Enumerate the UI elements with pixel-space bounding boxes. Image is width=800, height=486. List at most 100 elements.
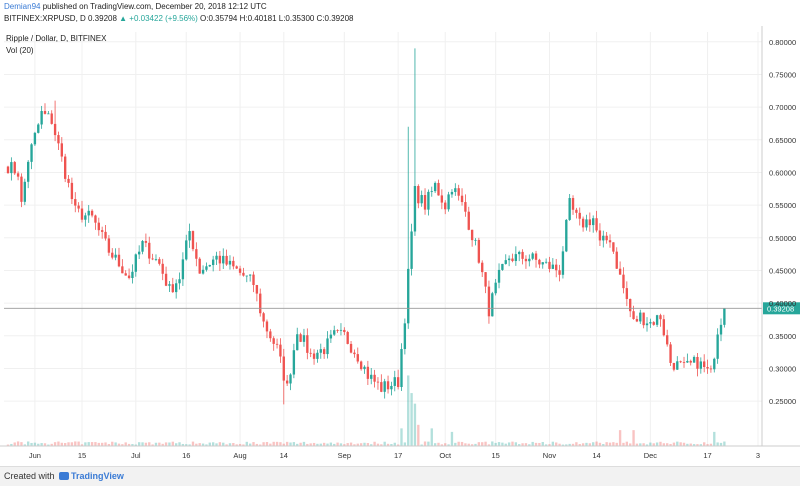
volume-bar [366, 443, 370, 446]
volume-bar [87, 442, 90, 446]
candle-body [336, 330, 339, 331]
candle-body [137, 251, 141, 255]
volume-bar [30, 442, 33, 446]
candle-body [706, 367, 709, 369]
candle-body [460, 195, 464, 203]
volume-bar [645, 444, 649, 446]
candle-body [312, 353, 316, 359]
volume-bar [652, 443, 655, 446]
candle-body [262, 313, 265, 322]
price-chart[interactable]: 0.39208 0.25000 0.30000 0.35000 0.40000 0.45… [0, 26, 800, 466]
candle-body [588, 219, 592, 226]
volume-bar [40, 443, 43, 446]
x-tick-label: Jun [29, 451, 41, 460]
price-axis[interactable]: 0.25000 0.30000 0.35000 0.40000 0.45000 0.500… [761, 26, 796, 446]
volume-bar [47, 444, 50, 446]
volume-bar [672, 442, 676, 446]
volume-bar [497, 442, 501, 446]
volume-bar [346, 443, 349, 446]
candle-body [131, 271, 134, 279]
candle-body [309, 352, 312, 354]
candle-body [501, 263, 504, 270]
candle-body [595, 218, 598, 231]
candle-body [346, 332, 349, 344]
candle-body [524, 258, 528, 262]
candle-body [491, 293, 494, 317]
candle-body [23, 181, 26, 202]
volume-bar [154, 442, 158, 446]
volume-bar [124, 442, 127, 446]
candle-body [474, 239, 477, 241]
volume-bar [413, 403, 417, 446]
volume-bar [27, 441, 30, 446]
volume-bar [141, 442, 144, 446]
candle-body [208, 265, 211, 267]
volume-bar [642, 443, 645, 446]
candle-body [74, 199, 77, 206]
candle-body [484, 272, 487, 287]
candle-body [77, 205, 80, 209]
candle-body [662, 319, 666, 336]
candle-body [433, 182, 437, 192]
candle-body [403, 323, 407, 350]
x-tick-label: Nov [543, 451, 557, 460]
candle-body [289, 374, 292, 384]
volume-bar [191, 441, 195, 446]
volume-bar [666, 443, 669, 446]
volume-bar [245, 441, 248, 446]
candle-body [639, 312, 642, 322]
x-tick-label: 14 [592, 451, 600, 460]
volume-bar [410, 393, 413, 446]
volume-bar [474, 443, 477, 446]
candle-body [185, 240, 188, 260]
volume-bar [248, 443, 252, 446]
x-tick-label: 16 [182, 451, 190, 460]
volume-bar [649, 442, 652, 446]
volume-bar [692, 444, 696, 446]
candle-body [181, 259, 185, 280]
volume-bar [558, 443, 561, 446]
candle-body [713, 358, 716, 370]
candle-body [70, 182, 74, 200]
candle-body [265, 321, 269, 332]
volume-legend: Vol (20) [6, 46, 34, 55]
y-tick-label: 0.60000 [769, 168, 796, 177]
x-tick-label: 3 [756, 451, 760, 460]
volume-bar [195, 443, 198, 446]
candle-body [20, 176, 23, 202]
volume-bar [336, 442, 339, 446]
candle-body [709, 368, 713, 370]
volume-bar [67, 442, 70, 446]
volume-bar [158, 442, 161, 446]
y-tick-label: 0.80000 [769, 38, 796, 47]
volume-bar [511, 441, 514, 446]
volume-bar [470, 444, 474, 446]
time-axis[interactable]: Jun 15 Jul 16 Aug 14 Sep 17 Oct 15 Nov 14 Dec 17 3 [0, 445, 800, 460]
volume-bar [201, 443, 205, 446]
volume-bar [484, 441, 487, 446]
volume-bar [349, 442, 353, 446]
volume-bars [6, 375, 726, 446]
volume-bar [598, 442, 602, 446]
candle-body [457, 188, 460, 196]
volume-bar [612, 442, 615, 446]
y-tick-label: 0.55000 [769, 201, 796, 210]
x-tick-label: 17 [394, 451, 402, 460]
candle-body [581, 218, 585, 228]
volume-bar [709, 443, 713, 446]
candle-body [672, 362, 676, 370]
volume-bar [53, 442, 57, 446]
tradingview-link[interactable]: TradingView [71, 471, 124, 481]
candle-body [87, 210, 90, 216]
volume-bar [561, 444, 565, 446]
author-link[interactable]: Demian94 [4, 2, 41, 11]
x-tick-label: 14 [280, 451, 288, 460]
y-tick-label: 0.45000 [769, 266, 796, 275]
volume-bar [703, 442, 706, 446]
candle-body [269, 331, 272, 339]
volume-bar [13, 442, 16, 446]
volume-bar [575, 442, 578, 446]
y-tick-label: 0.70000 [769, 103, 796, 112]
volume-bar [74, 441, 77, 446]
candle-body [561, 251, 565, 275]
